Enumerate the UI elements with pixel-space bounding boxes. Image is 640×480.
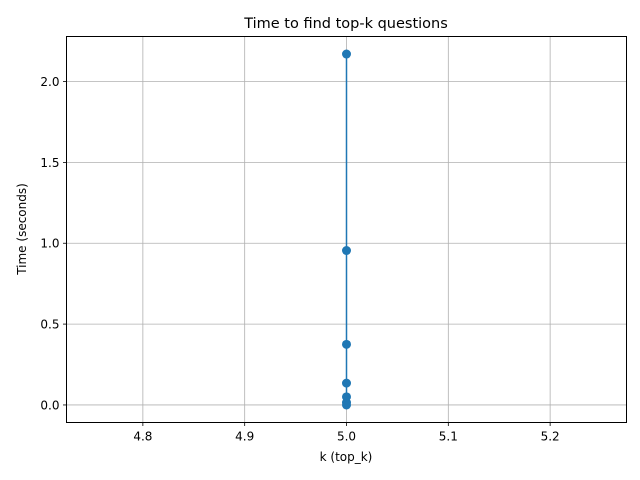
x-tick-label: 5.0: [337, 430, 356, 444]
x-axis-label: k (top_k): [320, 450, 373, 464]
data-point: [342, 339, 351, 349]
y-axis-label: Time (seconds): [15, 183, 29, 276]
series-layer: [342, 49, 351, 410]
y-tick-label: 1.0: [40, 237, 59, 251]
x-tick-label: 4.8: [133, 430, 152, 444]
y-tick-label: 2.0: [40, 75, 59, 89]
data-point: [342, 392, 351, 402]
x-tick-label: 5.2: [541, 430, 560, 444]
data-point: [342, 49, 351, 59]
y-axis: 0.0 0.5 1.0 1.5 2.0: [40, 75, 67, 412]
data-point: [342, 246, 351, 256]
y-tick-label: 1.5: [40, 156, 59, 170]
y-tick-label: 0.5: [40, 318, 59, 332]
y-tick-label: 0.0: [40, 398, 59, 412]
x-tick-label: 4.9: [235, 430, 254, 444]
x-tick-label: 5.1: [439, 430, 458, 444]
x-axis: 4.8 4.9 5.0 5.1 5.2: [133, 422, 560, 444]
chart-title: Time to find top-k questions: [243, 16, 448, 32]
data-point: [342, 378, 351, 388]
